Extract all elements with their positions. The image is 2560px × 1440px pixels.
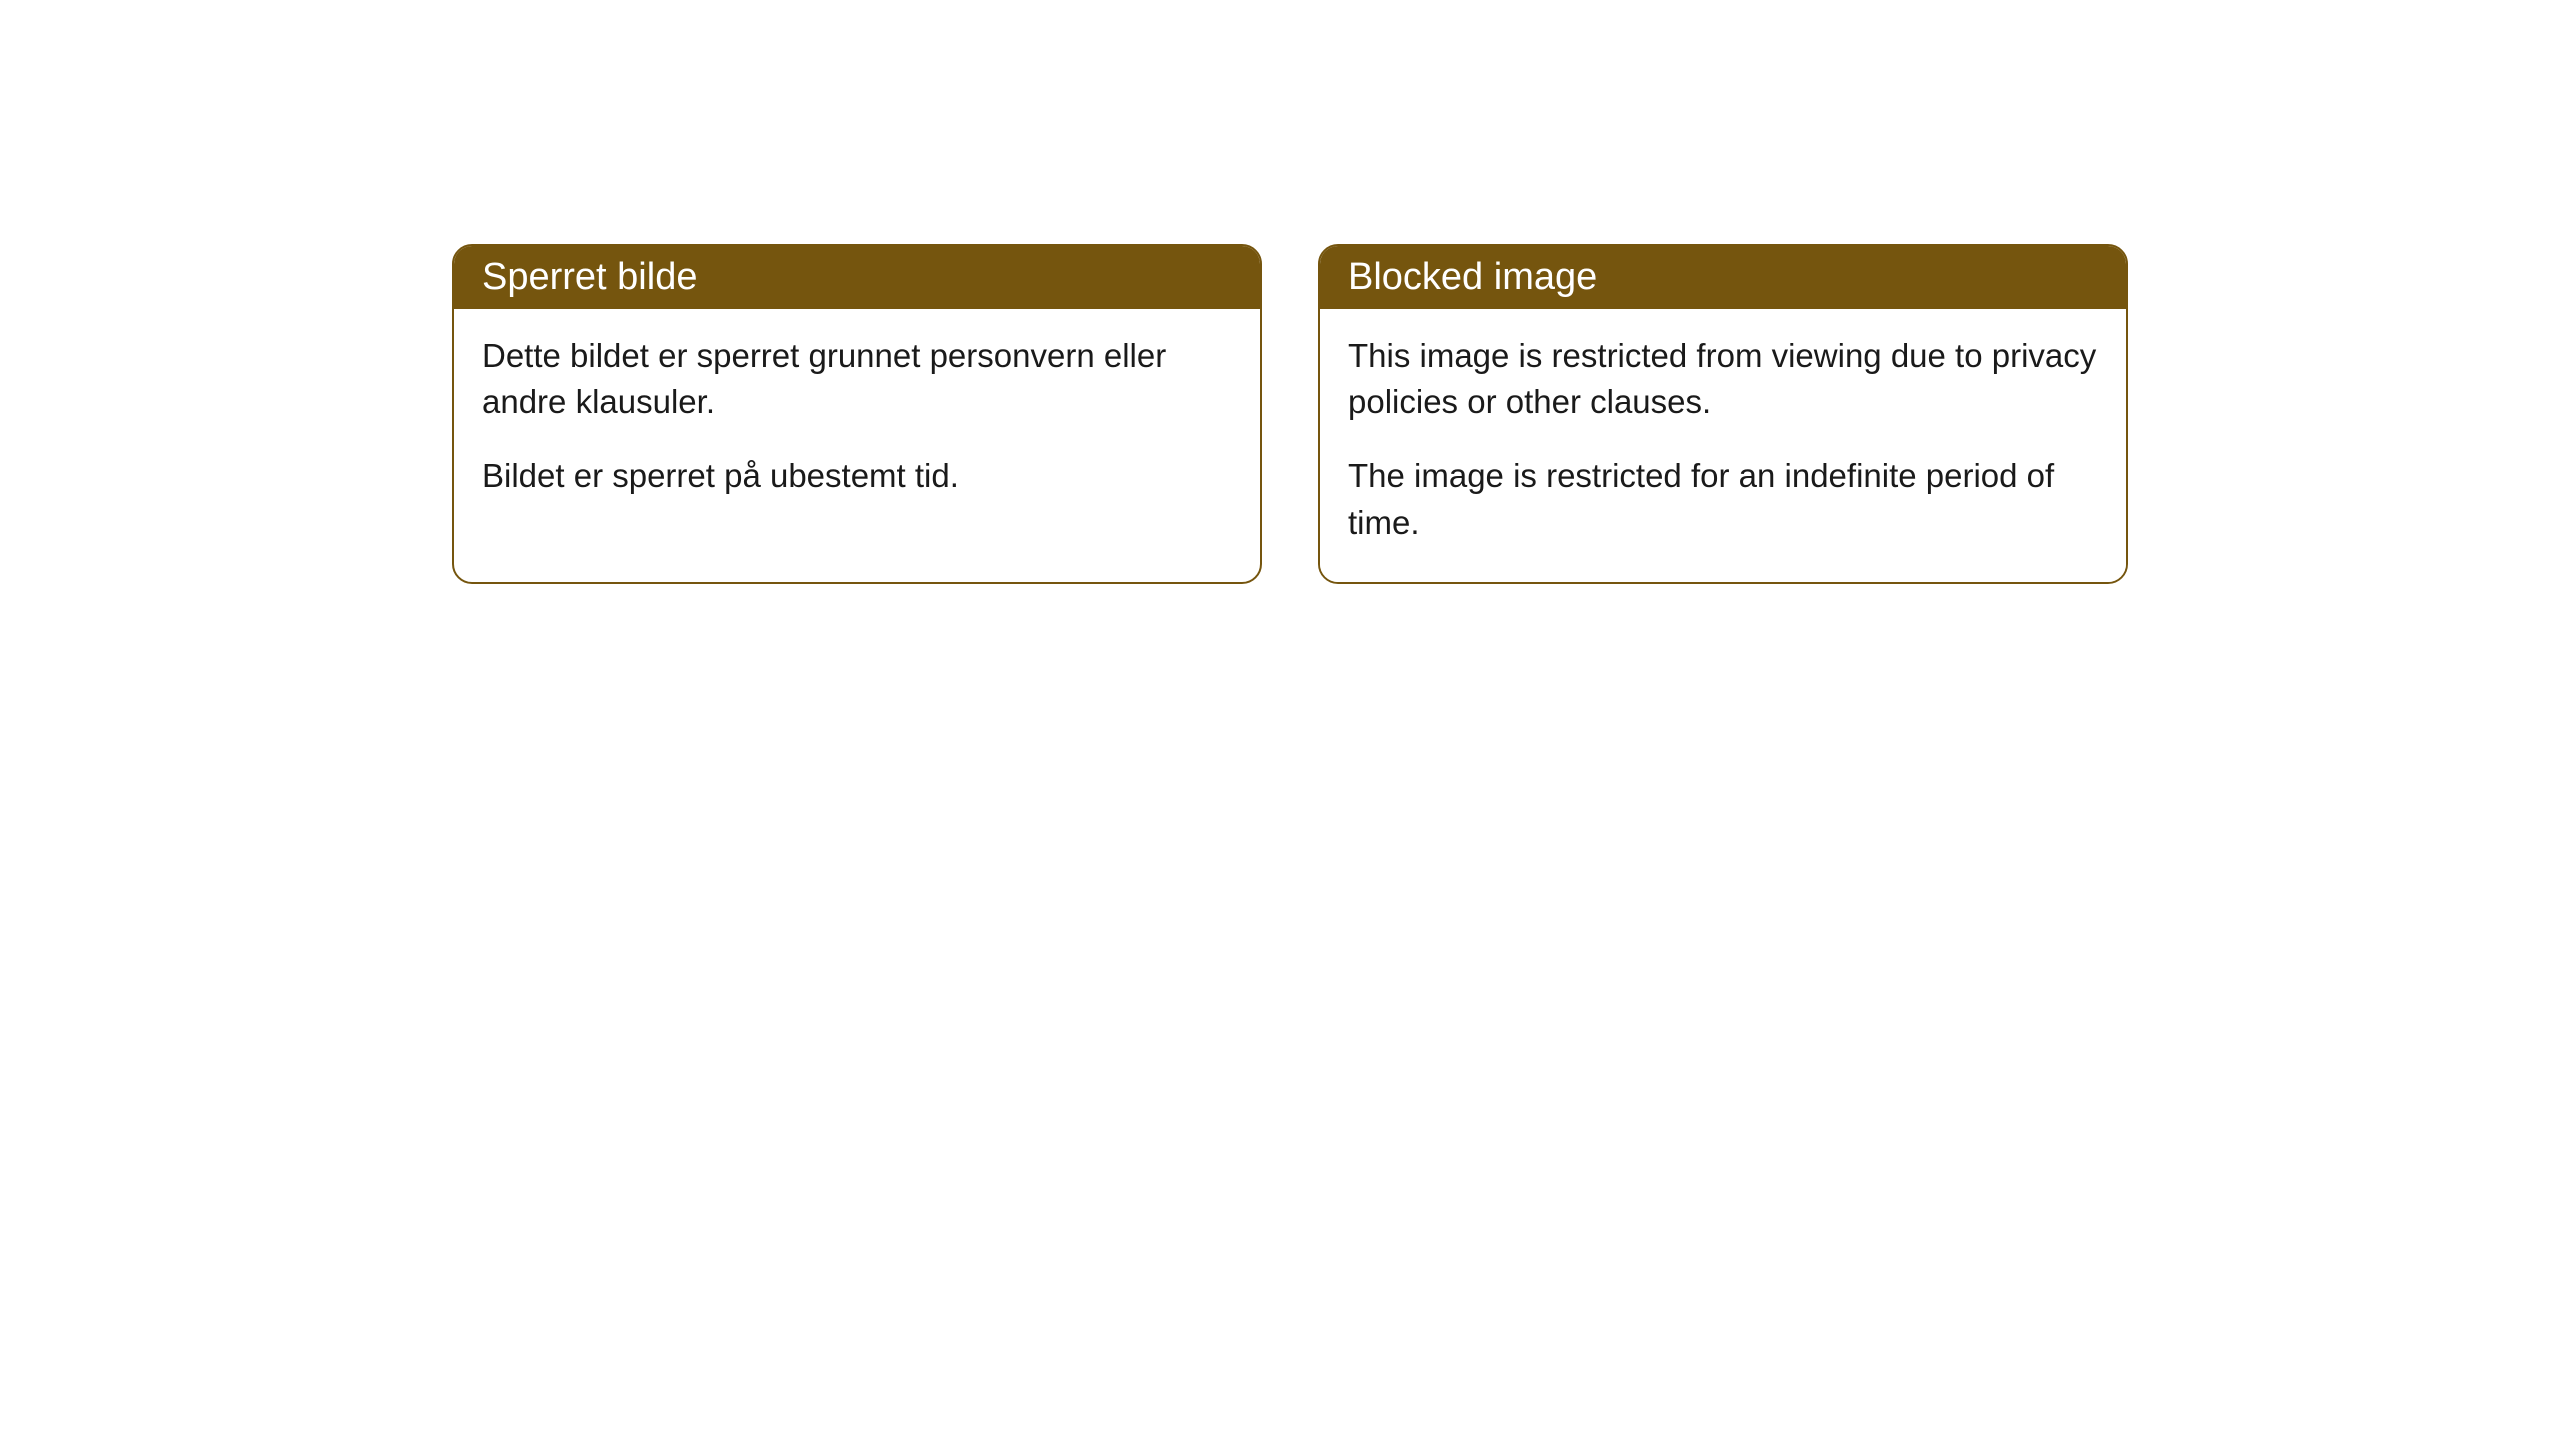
card-body-no: Dette bildet er sperret grunnet personve…	[454, 309, 1260, 536]
card-paragraph2-no: Bildet er sperret på ubestemt tid.	[482, 453, 1232, 499]
card-body-en: This image is restricted from viewing du…	[1320, 309, 2126, 582]
blocked-image-card-en: Blocked image This image is restricted f…	[1318, 244, 2128, 584]
blocked-image-card-no: Sperret bilde Dette bildet er sperret gr…	[452, 244, 1262, 584]
card-title-en: Blocked image	[1348, 256, 1597, 298]
card-header-en: Blocked image	[1320, 246, 2126, 309]
card-paragraph1-en: This image is restricted from viewing du…	[1348, 333, 2098, 425]
card-title-no: Sperret bilde	[482, 256, 697, 298]
card-paragraph1-no: Dette bildet er sperret grunnet personve…	[482, 333, 1232, 425]
card-paragraph2-en: The image is restricted for an indefinit…	[1348, 453, 2098, 545]
card-header-no: Sperret bilde	[454, 246, 1260, 309]
notice-cards-container: Sperret bilde Dette bildet er sperret gr…	[452, 244, 2128, 584]
